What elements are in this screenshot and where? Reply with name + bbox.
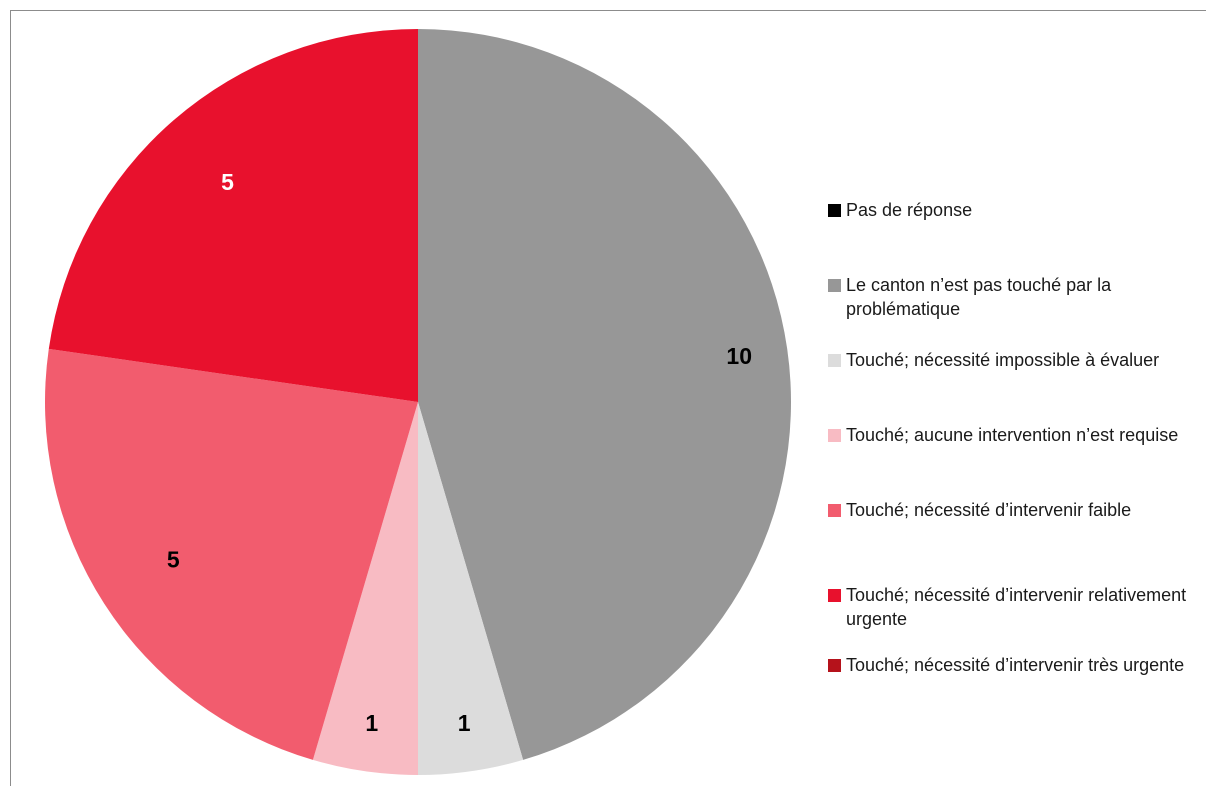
legend-swatch — [828, 429, 841, 442]
pie-data-label: 1 — [458, 710, 471, 736]
pie-slice — [312, 402, 418, 775]
legend-label: Touché; nécessité d’intervenir faible — [846, 500, 1132, 520]
legend-entry: Touché; nécessité d’intervenir relativem… — [828, 583, 1188, 631]
pie-data-label: 5 — [167, 546, 180, 572]
pie-data-label: 10 — [726, 343, 752, 369]
pie-slice — [44, 348, 418, 760]
pie-chart: 10 1 1 5 5 — [44, 29, 792, 775]
legend-swatch — [828, 589, 841, 602]
pie-slice — [48, 29, 418, 402]
legend-entry: Touché; nécessité impossible à évaluer — [828, 348, 1188, 372]
legend-label: Touché; nécessité impossible à évaluer — [846, 350, 1160, 370]
legend-entry: Le canton n’est pas touché par la problé… — [828, 273, 1188, 321]
legend-swatch — [828, 659, 841, 672]
pie-data-label: 5 — [221, 169, 234, 195]
legend-entry: Pas de réponse — [828, 198, 1188, 222]
legend-label: Touché; aucune intervention n’est requis… — [846, 425, 1179, 445]
pie-data-label: 1 — [365, 710, 378, 736]
legend-swatch — [828, 204, 841, 217]
legend-swatch — [828, 279, 841, 292]
legend-swatch — [828, 354, 841, 367]
pie-slice — [418, 29, 792, 760]
pie-slices — [44, 29, 792, 775]
legend-entry: Touché; nécessité d’intervenir très urge… — [828, 653, 1188, 677]
pie-data-labels: 10 1 1 5 5 — [167, 169, 752, 736]
legend-label: Le canton n’est pas touché par la problé… — [846, 275, 1112, 319]
legend-label: Touché; nécessité d’intervenir relativem… — [846, 585, 1187, 629]
legend-swatch — [828, 504, 841, 517]
legend-label: Pas de réponse — [846, 200, 973, 220]
legend-entry: Touché; aucune intervention n’est requis… — [828, 423, 1188, 447]
legend-label: Touché; nécessité d’intervenir très urge… — [846, 655, 1185, 675]
legend-entry: Touché; nécessité d’intervenir faible — [828, 498, 1188, 522]
pie-slice — [418, 402, 524, 775]
chart-frame — [10, 10, 1206, 786]
